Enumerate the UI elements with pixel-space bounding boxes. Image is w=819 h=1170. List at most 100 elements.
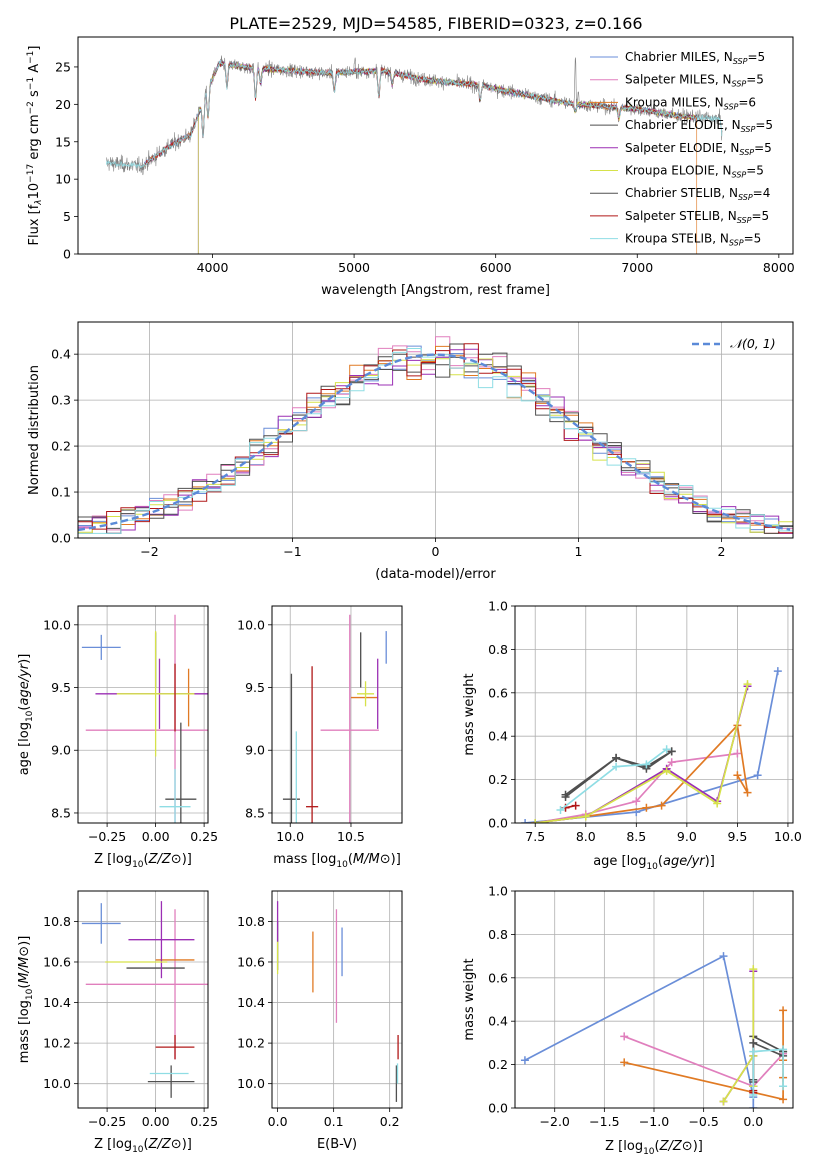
weight-marker	[620, 1032, 629, 1041]
weight-line	[722, 969, 755, 1102]
y-tick-label: 0.2	[51, 439, 71, 454]
weight-line	[524, 954, 755, 1108]
weight-marker	[779, 1095, 788, 1104]
x-tick-label: 0.00	[142, 829, 170, 844]
model-spectrum	[144, 61, 698, 166]
x-tick-label: 6000	[480, 260, 512, 275]
x-tick-label: 0.25	[190, 1114, 218, 1129]
legend-entry: Salpeter ELODIE, NSSP=5	[625, 141, 772, 157]
legend-entry: Chabrier STELIB, NSSP=4	[625, 186, 770, 202]
y-tick-label: 0.1	[51, 485, 71, 500]
figure-title: PLATE=2529, MJD=54585, FIBERID=0323, z=0…	[229, 14, 642, 33]
x-axis-label: E(B-V)	[317, 1137, 357, 1152]
panel-mass-vs-Z: −0.25 0.00 0.25 10.0 10.2 10.4 10.6 10.8 Z [log1…	[17, 890, 218, 1155]
plot-area	[78, 322, 793, 538]
y-tick-label: 0.8	[488, 642, 508, 657]
y-tick-label: 0.4	[488, 1014, 508, 1029]
weight-marker	[531, 819, 540, 823]
x-tick-label: 0.1	[324, 1114, 344, 1129]
model-spectrum	[144, 60, 698, 167]
x-tick-label: 0	[432, 544, 440, 559]
y-tick-label: 10.8	[43, 914, 71, 929]
y-tick-label: 0.6	[488, 685, 508, 700]
y-axis-label: mass weight	[462, 673, 477, 755]
weight-marker	[749, 1090, 758, 1099]
normal-curve	[78, 353, 791, 532]
weight-marker	[662, 745, 671, 754]
y-tick-label: 1.0	[488, 599, 508, 614]
y-tick-label: 8.5	[51, 805, 71, 820]
x-tick-label: 10.5	[337, 829, 365, 844]
y-tick-label: 0.4	[51, 347, 71, 362]
weight-marker	[749, 965, 758, 974]
weight-marker	[612, 753, 621, 762]
weight-marker	[779, 1006, 788, 1015]
weight-marker	[571, 801, 580, 810]
legend-entry: Chabrier MILES, NSSP=5	[625, 50, 765, 66]
y-tick-label: 10.4	[237, 995, 265, 1010]
weight-marker	[561, 790, 570, 799]
chart-layer: 4000 5000 6000 7000 80000510152025wavelength…	[17, 36, 802, 1157]
legend-entry: Chabrier ELODIE, NSSP=5	[625, 118, 773, 134]
weight-marker	[749, 1104, 758, 1108]
plot-area	[515, 891, 793, 1108]
x-tick-label: 9.5	[727, 829, 747, 844]
weight-marker	[612, 762, 621, 771]
y-tick-label: 10.0	[43, 617, 71, 632]
y-tick-label: 0.8	[488, 927, 508, 942]
y-tick-label: 5	[63, 209, 71, 224]
panel-age-vs-Z: −0.25 0.00 0.25 8.5 9.0 9.5 10.0 Z [log10(Z/Z⊙)…	[17, 605, 218, 870]
weight-marker	[743, 788, 752, 797]
plot-area	[515, 606, 793, 823]
y-tick-label: 0	[63, 247, 71, 262]
panel-weight-vs-age: 7.5 8.0 8.5 9.0 9.5 10.0 0.0 0.2 0.4 0.6 0.8 1.0 age…	[462, 599, 802, 873]
y-tick-label: 8.5	[245, 805, 265, 820]
y-tick-label: 9.0	[245, 743, 265, 758]
weight-marker	[642, 760, 651, 769]
panel-mass-vs-EBV: 0.0 0.1 0.2 10.0 10.2 10.4 10.6 10.8 E(B-V)	[237, 890, 403, 1152]
y-tick-label: 0.3	[51, 393, 71, 408]
panel-age-vs-mass: 10.0 10.5 8.5 9.0 9.5 10.0 mass [log10(M/M⊙)]	[237, 605, 403, 870]
x-tick-label: 7.5	[525, 829, 545, 844]
weight-marker	[749, 1038, 758, 1047]
weight-marker	[657, 801, 666, 810]
weight-marker	[779, 1045, 788, 1054]
panel-spectrum: 4000 5000 6000 7000 8000 0 5 10 15 20 25 wavelength…	[26, 36, 795, 298]
y-tick-label: 10.0	[237, 617, 265, 632]
x-tick-label: 5000	[338, 260, 370, 275]
x-tick-label: 0.0	[743, 1114, 763, 1129]
x-tick-label: 8.0	[576, 829, 596, 844]
y-tick-label: 15	[55, 134, 71, 149]
x-tick-label: −0.5	[688, 1114, 718, 1129]
axes-frame	[77, 36, 794, 255]
weight-line	[752, 1048, 784, 1095]
weight-line	[559, 748, 668, 811]
y-tick-label: 9.5	[51, 680, 71, 695]
legend-entry: Salpeter STELIB, NSSP=5	[625, 209, 769, 225]
x-tick-label: −0.25	[88, 1114, 126, 1129]
y-tick-label: 20	[55, 97, 71, 112]
plot-area	[105, 55, 723, 254]
y-axis-label: age [log10(age/yr)]	[17, 654, 35, 776]
weight-line	[722, 971, 755, 1102]
weight-marker	[773, 667, 782, 676]
x-axis-label: mass [log10(M/M⊙)]	[273, 852, 401, 870]
weight-marker	[556, 805, 565, 814]
weight-marker	[667, 747, 676, 756]
y-tick-label: 0.0	[488, 1101, 508, 1116]
x-tick-label: 4000	[197, 260, 229, 275]
legend: Chabrier MILES, NSSP=5 Salpeter MILES, NS…	[590, 50, 773, 248]
y-axis-label: mass [log10(M/M⊙)]	[17, 936, 35, 1064]
y-tick-label: 10.6	[43, 954, 71, 969]
weight-marker	[719, 1097, 728, 1106]
weight-marker	[749, 1047, 758, 1056]
axes-frame	[77, 321, 794, 539]
model-spectrum	[144, 61, 698, 254]
y-tick-label: 10.4	[43, 995, 71, 1010]
x-axis-label: Z [log10(Z/Z⊙)]	[94, 852, 192, 870]
model-spectrum	[105, 59, 723, 169]
y-tick-label: 0.4	[488, 729, 508, 744]
weight-line	[564, 750, 673, 796]
axes-frame	[514, 605, 794, 824]
axes-frame	[77, 605, 209, 824]
